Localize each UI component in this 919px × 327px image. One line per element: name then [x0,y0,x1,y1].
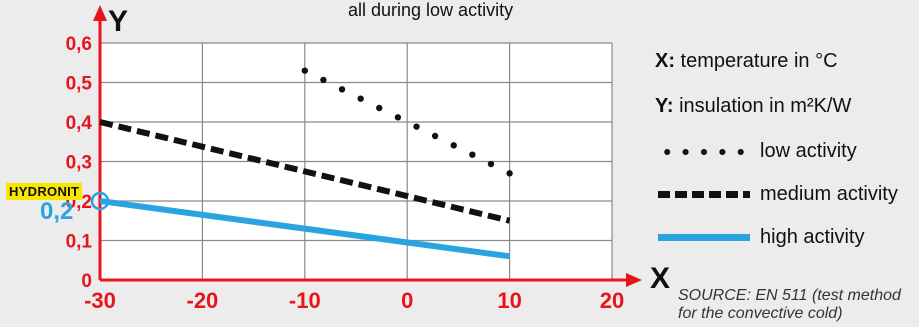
series-low-activity-point [338,86,346,93]
series-low-activity-point [357,95,364,102]
legend-medium-activity: medium activity [658,183,898,206]
series-medium-activity-line [99,119,511,224]
x-tick-label: -30 [84,288,116,313]
legend-label-low: low activity [760,140,857,162]
legend-label-medium: medium activity [760,183,898,205]
y-tick-label: 0,6 [66,34,92,55]
series-high-activity-line [99,198,511,260]
y-tick-label: 0,1 [66,232,93,253]
hydronit-value: 0,2 [40,198,74,225]
y-tick-label: 0,3 [66,153,92,174]
series-low-activity-point [320,76,327,84]
x-tick-label: -10 [289,288,321,313]
legend-swatch-solid [658,234,750,241]
hydronit-label: HYDRONIT [6,183,83,200]
x-tick-label: 0 [401,288,413,313]
source-note: SOURCE: EN 511 (test method for the conv… [678,287,901,322]
x-note-text: temperature in °C [675,50,838,72]
x-axis-label: X [650,262,670,295]
chart-title: all during low activity [348,0,514,20]
x-tick-label: 20 [600,288,624,313]
series-low-activity-point [431,132,439,140]
legend-swatch-dotted [658,144,750,159]
legend-y-note: Y: insulation in m²K/W [655,95,851,118]
y-note-text: insulation in m²K/W [673,95,852,117]
y-tick-label: 0,4 [66,113,93,134]
legend-high-activity: high activity [658,226,865,249]
x-note-key: X: [655,50,675,72]
x-tick-label: -20 [187,288,219,313]
series-low-activity-point [450,142,457,149]
legend-label-high: high activity [760,226,865,248]
series-low-activity-point [469,151,476,158]
y-tick-label: 0,5 [66,74,93,95]
series-low-activity-point [487,160,495,168]
series-low-activity-point [506,170,513,177]
series-low-activity-point [413,123,420,130]
legend-low-activity: low activity [658,140,857,163]
series-low-activity-point [394,114,402,121]
legend-x-note: X: temperature in °C [655,50,838,73]
y-note-key: Y: [655,95,674,117]
x-axis-arrow [626,273,642,287]
y-axis-arrow [93,5,107,21]
y-axis-label: Y [108,5,128,38]
y-tick-label: 0 [81,271,92,292]
series-low-activity-point [301,67,308,74]
hydronit-marker [90,191,110,211]
legend-swatch-dashed [658,191,750,198]
series-low-activity-point [376,104,383,112]
x-tick-label: 10 [497,288,521,313]
